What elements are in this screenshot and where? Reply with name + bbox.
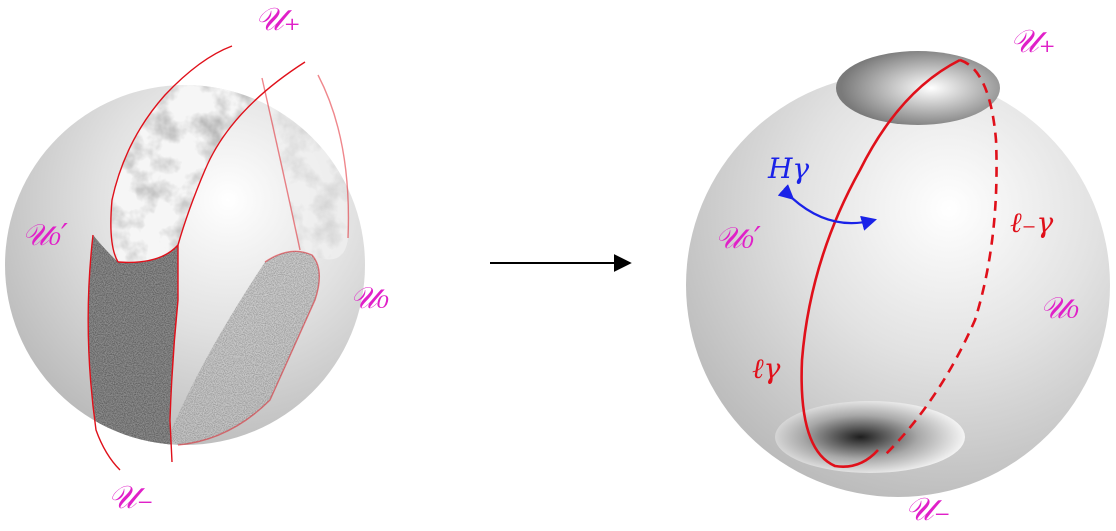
right-sphere-body: [686, 73, 1110, 497]
left-label-u-minus: 𝒰₋: [108, 478, 154, 516]
left-label-u-zero: 𝒰₀: [350, 281, 389, 316]
left-boundary-outer: [110, 45, 233, 263]
right-label-u-minus: 𝒰₋: [905, 490, 951, 528]
double-headed-curved-arrow-icon: [777, 184, 877, 231]
right-label-h-gamma: H𝛾: [767, 152, 809, 185]
left-sphere: [5, 45, 365, 471]
right-cap-bottom: [775, 401, 965, 473]
left-boundary-lower-left: [87, 234, 121, 471]
right-label-u-plus: 𝒰₊: [1010, 22, 1056, 60]
right-label-ell-gamma: ℓ𝛾: [752, 352, 781, 385]
right-label-ell-minus-gamma: ℓ₋𝛾: [1010, 206, 1053, 239]
left-label-u-zero-prime: 𝒰₀′: [22, 218, 68, 253]
right-sphere: [686, 51, 1110, 497]
right-label-u-zero-prime: 𝒰₀′: [715, 221, 761, 256]
left-boundary-lower-right: [169, 245, 179, 463]
left-boundary-inner: [117, 61, 306, 264]
curve-ell-minus-gamma: [884, 58, 998, 456]
left-label-u-plus: 𝒰₊: [255, 0, 301, 38]
curve-ell-gamma: [800, 58, 961, 468]
right-label-u-zero: 𝒰₀: [1040, 291, 1079, 326]
left-boundary-back: [261, 74, 350, 251]
left-boundary-back-lower: [177, 250, 320, 446]
